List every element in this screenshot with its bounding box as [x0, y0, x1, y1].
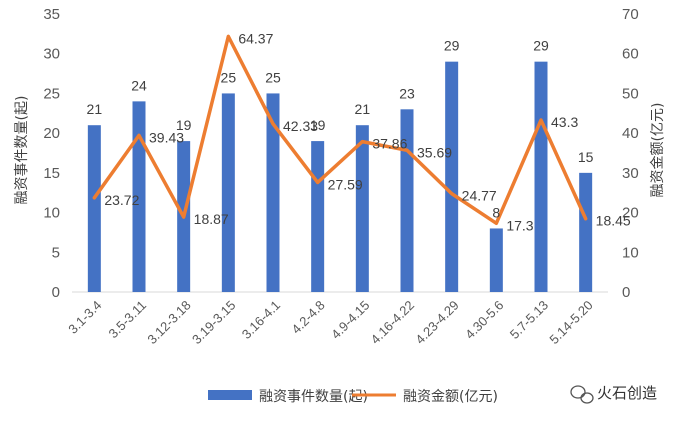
- legend-line-label: 融资金额(亿元): [403, 389, 498, 405]
- bar-data-label: 29: [444, 38, 460, 54]
- wechat-icon: [570, 385, 594, 404]
- x-tick-label: 3.1-3.4: [65, 298, 104, 337]
- line-data-labels: 23.72 39.43 18.87 64.37 42.33 27.59 37.86 35.69…: [104, 30, 631, 233]
- x-tick-label: 3.12-3.18: [144, 298, 193, 347]
- right-axis-tick-label: 50: [622, 85, 639, 102]
- line-point: [450, 192, 454, 196]
- line-series: [92, 34, 588, 226]
- watermark-text: 火石创造: [597, 384, 657, 402]
- bar-series: [87, 61, 593, 293]
- line-point: [137, 133, 141, 137]
- line-data-label: 23.72: [104, 192, 139, 208]
- line-point: [494, 221, 498, 225]
- bar-data-label: 29: [533, 38, 549, 54]
- bar-data-label: 15: [578, 149, 594, 165]
- x-tick-label: 5.7-5.13: [507, 298, 551, 342]
- bar-data-label: 25: [221, 69, 237, 85]
- line-data-label: 64.37: [238, 30, 273, 46]
- right-axis-tick-label: 70: [622, 6, 639, 23]
- line-point: [360, 140, 364, 144]
- bar: [132, 101, 146, 292]
- bar-data-label: 24: [131, 77, 147, 93]
- line-data-label: 18.87: [194, 211, 229, 227]
- line-data-label: 37.86: [372, 136, 407, 152]
- line-point: [182, 215, 186, 219]
- bar-data-label: 23: [399, 85, 415, 101]
- bar-data-label: 8: [492, 204, 500, 220]
- x-tick-label: 4.16-4.22: [368, 298, 417, 347]
- left-axis-tick-label: 20: [43, 125, 60, 142]
- x-tick-label: 4.9-4.15: [328, 298, 372, 342]
- bar-data-labels: 21 24 19 25 25 19 21 23 29 8 29 15: [87, 38, 594, 221]
- watermark: 火石创造: [570, 384, 657, 404]
- x-tick-label: 3.16-4.1: [239, 298, 283, 342]
- legend-bar-label: 融资事件数量(起): [259, 389, 368, 405]
- line-point: [584, 217, 588, 221]
- line-data-label: 27.59: [328, 176, 363, 192]
- bar: [355, 125, 369, 292]
- bar-data-label: 19: [176, 117, 192, 133]
- left-axis-ticks: 0 5 10 15 20 25 30 35: [43, 6, 60, 301]
- left-axis-tick-label: 25: [43, 85, 60, 102]
- line-point: [405, 148, 409, 152]
- bar: [445, 61, 459, 293]
- line-data-label: 43.3: [551, 114, 578, 130]
- bar: [87, 125, 101, 292]
- left-axis-title: 融资事件数量(起): [14, 96, 30, 205]
- line-point: [539, 118, 543, 122]
- line-point: [271, 122, 275, 126]
- x-tick-label: 5.14-5.20: [546, 298, 595, 347]
- line-data-label: 42.33: [283, 118, 318, 134]
- right-axis-tick-label: 20: [622, 205, 639, 222]
- left-axis-tick-label: 10: [43, 205, 60, 222]
- line-data-label: 24.77: [462, 188, 497, 204]
- line-data-label: 35.69: [417, 144, 452, 160]
- legend: 融资事件数量(起) 融资金额(亿元): [208, 389, 498, 405]
- x-tick-label: 4.30-5.6: [462, 298, 506, 342]
- right-axis-title: 融资金额(亿元): [650, 103, 666, 198]
- line-data-label: 18.45: [596, 213, 631, 229]
- x-tick-label: 4.23-4.29: [412, 298, 461, 347]
- line-data-label: 39.43: [149, 129, 184, 145]
- x-tick-label: 4.2-4.8: [289, 298, 328, 337]
- right-axis-tick-label: 60: [622, 46, 639, 63]
- bar: [221, 93, 235, 292]
- line-point: [316, 180, 320, 184]
- series-line: [92, 34, 588, 226]
- x-axis-ticks: 3.1-3.4 3.5-3.113.12-3.183.19-3.15 3.16-4.…: [65, 298, 596, 347]
- right-axis-tick-label: 40: [622, 125, 639, 142]
- line-point: [92, 196, 96, 200]
- bar: [534, 61, 548, 293]
- x-tick-label: 3.5-3.11: [105, 298, 149, 342]
- bar: [266, 93, 280, 292]
- bar-data-label: 21: [87, 101, 103, 117]
- left-axis-tick-label: 35: [43, 6, 60, 23]
- right-axis-tick-label: 30: [622, 165, 639, 182]
- right-axis-tick-label: 10: [622, 244, 639, 261]
- bar-data-label: 19: [310, 117, 326, 133]
- right-axis-ticks: 0 10 20 30 40 50 60 70: [622, 6, 639, 301]
- left-axis-tick-label: 15: [43, 165, 60, 182]
- bar-data-label: 25: [265, 69, 281, 85]
- right-axis-tick-label: 0: [622, 284, 630, 301]
- bar: [311, 141, 325, 292]
- x-tick-label: 3.19-3.15: [189, 298, 238, 347]
- line-data-label: 17.3: [506, 217, 533, 233]
- legend-bar-swatch: [208, 390, 252, 400]
- bar-data-label: 21: [355, 101, 371, 117]
- bar: [579, 172, 593, 292]
- line-point: [226, 34, 230, 38]
- left-axis-tick-label: 0: [52, 284, 60, 301]
- bar: [489, 228, 503, 292]
- left-axis-tick-label: 5: [52, 244, 60, 261]
- left-axis-tick-label: 30: [43, 46, 60, 63]
